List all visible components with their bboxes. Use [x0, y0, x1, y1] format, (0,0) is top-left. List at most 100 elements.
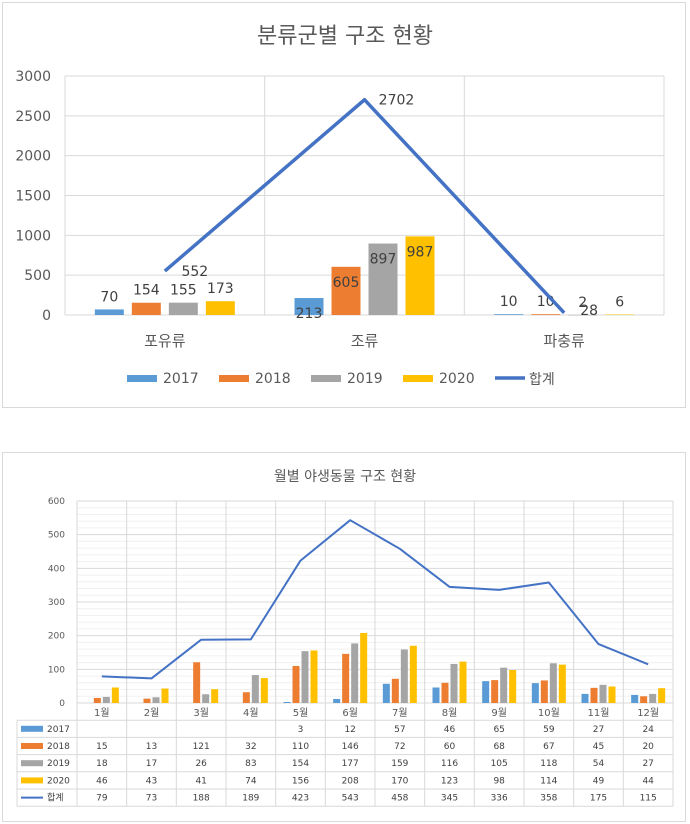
- y-tick-label: 1500: [15, 189, 51, 205]
- bar-2017-2: [494, 314, 524, 315]
- total-label: 2702: [379, 93, 415, 109]
- bar-2019-10: [599, 684, 607, 703]
- taxon-rescue-chart: 분류군별 구조 현황 0 500 1000 1500 2000 2500 3000 70 154 1…: [15, 24, 665, 388]
- taxon-chart-panel: 분류군별 구조 현황 0 500 1000 1500 2000 2500 3000 70 154 1…: [2, 2, 686, 408]
- table-cell: 208: [342, 776, 359, 786]
- legend-label: 합계: [47, 792, 64, 804]
- category-label: 조류: [351, 332, 379, 350]
- total-line: [163, 97, 566, 314]
- table-cell: 110: [292, 742, 309, 752]
- table-cell: 27: [593, 725, 604, 735]
- category-label: 7월: [392, 707, 408, 719]
- table-cell: 159: [391, 759, 408, 769]
- y-tick-label: 1000: [15, 228, 51, 244]
- y-tick-label: 400: [48, 564, 65, 574]
- table-cell: 46: [444, 725, 456, 735]
- y-tick-label: 100: [48, 665, 65, 675]
- y-tick-label: 500: [24, 268, 51, 284]
- table-cell: 17: [146, 759, 157, 769]
- bar-2019-8: [500, 667, 508, 703]
- category-label: 8월: [442, 707, 458, 719]
- category-label: 9월: [491, 707, 507, 719]
- bar-2018-1: [331, 266, 361, 315]
- table-cell: 54: [593, 759, 605, 769]
- table-cell: 423: [292, 794, 309, 804]
- bar-2020-8: [509, 670, 517, 703]
- total-label: 552: [181, 264, 208, 280]
- category-label: 5월: [293, 707, 309, 719]
- bar-2020-2: [605, 314, 635, 316]
- y-tick-label: 2500: [15, 109, 51, 125]
- data-label: 10: [500, 294, 518, 310]
- bar-2018-0: [131, 302, 161, 315]
- bar-2017-7: [432, 687, 440, 703]
- bar-2017-5: [333, 698, 341, 703]
- bar-2019-2: [568, 314, 598, 316]
- monthly-rescue-chart: 월별 야생동물 구조 현황 0 100 200 300 400 500 600 1월 2월 3월 4월…: [16, 469, 674, 807]
- bar-2020-0: [111, 687, 119, 703]
- data-label: 2: [578, 295, 587, 311]
- chart-title: 분류군별 구조 현황: [257, 24, 433, 49]
- legend-label: 2018: [255, 371, 291, 387]
- table-cell: 121: [193, 742, 210, 752]
- y-tick-label: 0: [59, 699, 65, 709]
- table-cell: 175: [590, 794, 607, 804]
- legend-swatch: [21, 725, 43, 732]
- table-cell: 79: [96, 794, 108, 804]
- table-cell: 177: [342, 759, 359, 769]
- category-label: 2월: [144, 707, 160, 719]
- bar-2017-8: [482, 681, 490, 703]
- bar-2017-4: [283, 701, 291, 703]
- category-label: 1월: [94, 707, 110, 719]
- table-cell: 24: [642, 725, 654, 735]
- legend-label: 2020: [47, 776, 70, 786]
- table-cell: 59: [543, 725, 555, 735]
- table-cell: 18: [96, 759, 108, 769]
- data-label: 154: [133, 283, 160, 299]
- y-tick-label: 0: [42, 308, 51, 324]
- bar-2020-5: [360, 632, 368, 703]
- table-cell: 46: [96, 776, 108, 786]
- table-cell: 336: [491, 794, 508, 804]
- bar-2019-6: [400, 649, 408, 703]
- y-tick-label: 300: [48, 598, 65, 608]
- legend-swatch: [21, 760, 43, 767]
- table-cell: 3: [298, 725, 304, 735]
- data-label: 155: [170, 283, 197, 299]
- monthly-chart-panel: 월별 야생동물 구조 현황 0 100 200 300 400 500 600 1월 2월 3월 4월…: [2, 452, 686, 822]
- bar-2020-10: [608, 686, 616, 703]
- legend-swatch: [21, 743, 43, 749]
- bar-2018-7: [441, 682, 449, 703]
- legend-swatch: [311, 375, 341, 382]
- bar-2020-9: [558, 664, 566, 703]
- table-cell: 15: [96, 742, 107, 752]
- table-cell: 73: [146, 794, 157, 804]
- table-cell: 83: [245, 759, 256, 769]
- bar-2017-11: [631, 694, 639, 703]
- legend-label: 2018: [47, 742, 70, 752]
- table-cell: 154: [292, 759, 309, 769]
- legend-swatch: [127, 375, 157, 382]
- bar-2020-6: [409, 645, 417, 703]
- table-cell: 105: [491, 759, 508, 769]
- data-label: 6: [615, 295, 624, 311]
- y-tick-label: 600: [48, 497, 65, 507]
- chart-title: 월별 야생동물 구조 현황: [274, 469, 416, 485]
- data-label: 213: [296, 306, 323, 322]
- legend-label: 합계: [529, 372, 555, 388]
- legend-label: 2019: [47, 759, 70, 769]
- bar-2018-4: [292, 665, 300, 703]
- bar-2017-0: [94, 309, 124, 315]
- total-line: [101, 519, 649, 680]
- table-cell: 74: [245, 776, 257, 786]
- legend-swatch: [219, 375, 249, 382]
- data-label: 605: [333, 275, 360, 291]
- table-cell: 12: [344, 725, 355, 735]
- table-cell: 115: [640, 794, 657, 804]
- table-cell: 60: [444, 742, 456, 752]
- bar-2018-0: [93, 697, 101, 703]
- table-cell: 68: [493, 742, 505, 752]
- table-cell: 32: [245, 742, 256, 752]
- bar-2019-3: [251, 675, 259, 703]
- bar-2019-5: [351, 643, 359, 703]
